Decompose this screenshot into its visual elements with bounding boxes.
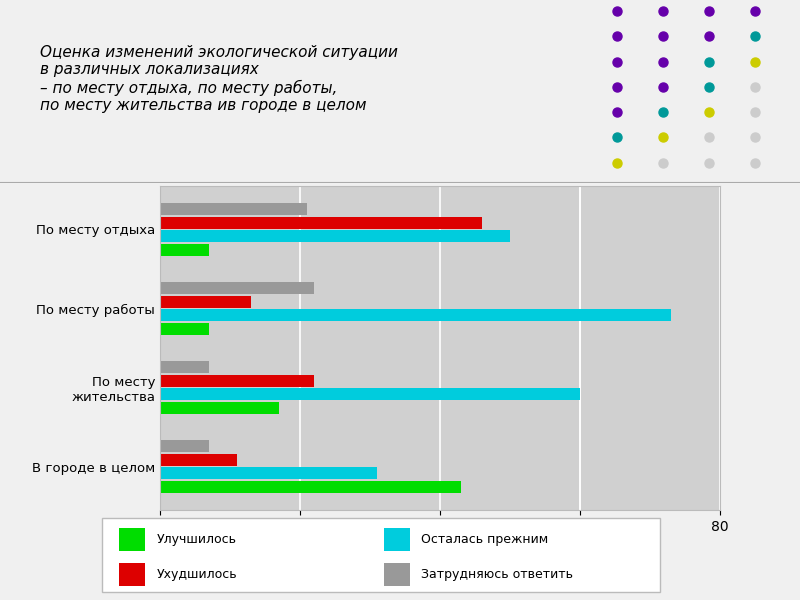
Text: Улучшилось: Улучшилось: [157, 533, 237, 546]
Bar: [160, 296, 251, 308]
Bar: [160, 283, 314, 294]
Bar: [119, 563, 145, 586]
Bar: [160, 440, 209, 452]
Bar: [160, 388, 580, 400]
Bar: [160, 230, 510, 242]
Bar: [160, 361, 209, 373]
Bar: [160, 203, 307, 215]
Text: Затрудняюсь ответить: Затрудняюсь ответить: [422, 568, 574, 581]
Bar: [384, 563, 410, 586]
Bar: [160, 217, 482, 229]
Bar: [119, 528, 145, 551]
Text: Осталась прежним: Осталась прежним: [422, 533, 549, 546]
Bar: [160, 375, 314, 387]
Bar: [160, 481, 461, 493]
Bar: [160, 454, 237, 466]
Bar: [160, 323, 209, 335]
Bar: [160, 244, 209, 256]
FancyBboxPatch shape: [102, 518, 661, 592]
Bar: [160, 467, 377, 479]
Text: Оценка изменений экологической ситуации
в различных локализациях
– по месту отды: Оценка изменений экологической ситуации …: [40, 45, 398, 113]
Bar: [160, 309, 671, 321]
Text: Ухудшилось: Ухудшилось: [157, 568, 237, 581]
Bar: [160, 402, 279, 413]
Bar: [384, 528, 410, 551]
